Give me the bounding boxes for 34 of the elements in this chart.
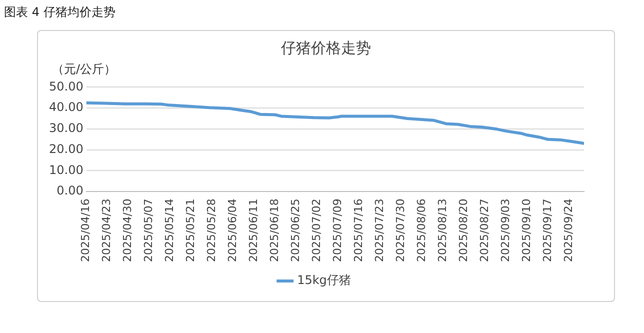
x-tick-label: 2025/08/27 (478, 198, 491, 262)
text: 图表 4 仔猪均价走势 (4, 4, 116, 21)
x-tick-label: 2025/07/23 (373, 198, 386, 262)
x-tick-label: 2025/05/14 (163, 198, 176, 262)
y-tick-label: 40.00 (48, 100, 84, 114)
x-tick-label: 2025/08/13 (436, 198, 449, 262)
y-tick-label: 0.00 (56, 184, 84, 198)
x-tick-label: 2025/07/16 (352, 198, 366, 262)
x-tick-label: 2025/07/30 (394, 198, 407, 262)
x-tick-label: 2025/09/03 (498, 198, 512, 262)
y-tick-label: 30.00 (48, 121, 84, 136)
x-tick-label: 2025/07/09 (331, 198, 344, 262)
x-tick-label: 2025/05/21 (184, 198, 198, 262)
x-tick-label: 2025/06/11 (247, 198, 260, 262)
x-tick-label: 2025/04/23 (100, 198, 114, 262)
x-tick-label: 2025/05/07 (142, 198, 156, 262)
x-tick-label: 2025/06/25 (289, 198, 302, 262)
x-tick-label: 2025/08/20 (456, 198, 470, 262)
y-tick-label: 20.00 (48, 142, 84, 156)
x-tick-label: 2025/09/17 (540, 198, 554, 262)
y-tick-label: 10.00 (48, 162, 84, 177)
x-tick-label: 2025/08/06 (414, 198, 428, 262)
x-tick-label: 2025/06/04 (226, 198, 240, 262)
x-tick-label: 2025/05/28 (205, 198, 218, 262)
x-tick-label: 2025/07/02 (310, 198, 324, 262)
x-tick-label: 2025/06/18 (268, 198, 282, 262)
x-tick-label: 2025/09/10 (520, 198, 533, 262)
x-tick-label: 2025/04/16 (79, 198, 92, 262)
x-tick-label: 2025/04/30 (121, 198, 134, 262)
x-tick-label: 2025/09/24 (562, 198, 575, 262)
y-tick-label: 50.00 (48, 79, 84, 94)
legend-label: 15kg仔猪 (297, 273, 351, 288)
chart-title: 仔猪价格走势 (280, 39, 372, 58)
y-axis-title: （元/公斤） (52, 61, 116, 78)
